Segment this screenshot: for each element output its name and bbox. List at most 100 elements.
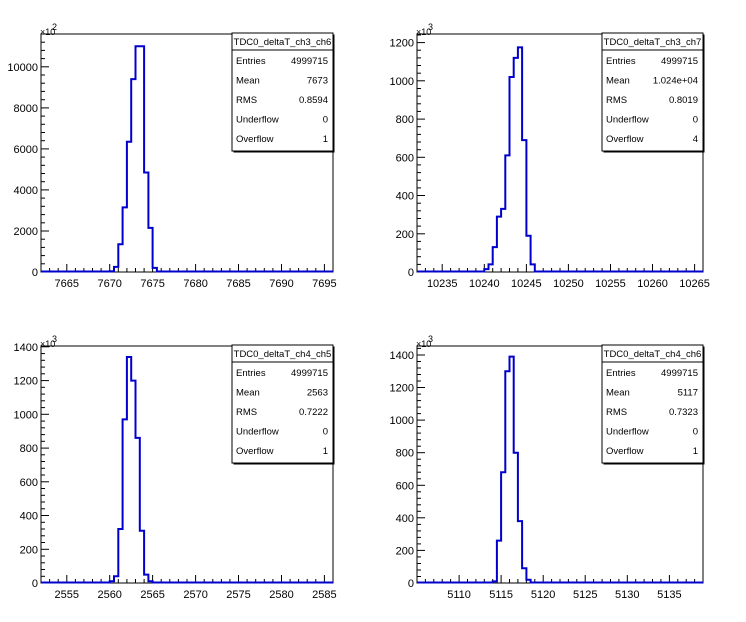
histogram-line bbox=[41, 356, 333, 584]
y-tick-label: 800 bbox=[396, 114, 414, 126]
y-tick-label: 1000 bbox=[390, 76, 414, 88]
stats-label: Underflow bbox=[606, 427, 649, 438]
y-axis-multiplier-exponent: 3 bbox=[428, 334, 433, 344]
stats-value: 1.024e+04 bbox=[653, 76, 698, 87]
y-tick-label: 800 bbox=[396, 448, 414, 460]
stats-box bbox=[601, 344, 704, 464]
x-tick-label: 5115 bbox=[489, 589, 513, 601]
stats-label: Underflow bbox=[606, 115, 649, 126]
stats-label: Overflow bbox=[236, 446, 274, 457]
histogram-panel-3: 2555 2560 2565 2570 2575 2580 2585 0 200 400 600 80… bbox=[14, 334, 337, 601]
y-axis-multiplier-exponent: 3 bbox=[52, 334, 57, 344]
y-tick-label: 1000 bbox=[14, 409, 38, 421]
histogram-panel-4: 5110 5115 5120 5125 5130 51350200400600800100… bbox=[390, 334, 705, 601]
y-tick-label: 200 bbox=[396, 229, 414, 241]
y-axis-multiplier: ×10 bbox=[416, 27, 431, 37]
stats-label: Entries bbox=[606, 56, 636, 67]
stats-label: RMS bbox=[236, 407, 257, 418]
x-tick-label: 7680 bbox=[183, 278, 207, 290]
y-tick-label: 600 bbox=[20, 477, 38, 489]
y-tick-label: 8000 bbox=[14, 103, 38, 115]
x-tick-label: 7695 bbox=[312, 278, 336, 290]
stats-label: Overflow bbox=[236, 134, 274, 145]
y-tick-label: 1000 bbox=[390, 415, 414, 427]
stats-value: 7673 bbox=[307, 76, 328, 87]
stats-label: Mean bbox=[236, 76, 260, 87]
stats-label: Mean bbox=[606, 76, 630, 87]
stats-label: RMS bbox=[606, 407, 627, 418]
y-tick-label: 200 bbox=[20, 544, 38, 556]
x-tick-label: 10265 bbox=[679, 278, 710, 290]
x-tick-label: 2560 bbox=[97, 589, 121, 601]
stats-value: 0.7323 bbox=[669, 407, 698, 418]
x-tick-label: 2565 bbox=[140, 589, 164, 601]
x-tick-label: 5130 bbox=[615, 589, 639, 601]
y-tick-label: 400 bbox=[396, 513, 414, 525]
y-axis-multiplier-exponent: 3 bbox=[428, 22, 433, 32]
x-tick-label: 10245 bbox=[511, 278, 542, 290]
stats-title: TDC0_deltaT_ch4_ch6 bbox=[604, 349, 702, 360]
stats-label: Mean bbox=[606, 388, 630, 399]
stats-label: Underflow bbox=[236, 427, 279, 438]
stats-value: 1 bbox=[323, 134, 328, 145]
x-tick-label: 5125 bbox=[573, 589, 597, 601]
stats-value: 0.7222 bbox=[299, 407, 328, 418]
stats-title: TDC0_deltaT_ch3_ch6 bbox=[234, 37, 332, 48]
stats-label: Overflow bbox=[606, 446, 644, 457]
x-tick-label: 2555 bbox=[55, 589, 79, 601]
y-tick-label: 10000 bbox=[7, 62, 38, 74]
y-tick-label: 1200 bbox=[390, 38, 414, 50]
x-tick-label: 7675 bbox=[140, 278, 164, 290]
histogram-panel-2: 10235 10240 10245 10250 10255 10260 10265 0 200 4… bbox=[390, 22, 710, 290]
stats-title: TDC0_deltaT_ch4_ch5 bbox=[234, 349, 332, 360]
y-tick-label: 600 bbox=[396, 152, 414, 164]
stats-value: 0.8019 bbox=[669, 95, 698, 106]
stats-value: 4999715 bbox=[291, 368, 328, 379]
x-tick-label: 7685 bbox=[226, 278, 250, 290]
stats-label: Mean bbox=[236, 388, 260, 399]
stats-title: TDC0_deltaT_ch3_ch7 bbox=[604, 37, 702, 48]
x-tick-label: 10240 bbox=[469, 278, 500, 290]
stats-value: 0 bbox=[693, 427, 698, 438]
y-tick-label: 800 bbox=[20, 443, 38, 455]
stats-value: 4999715 bbox=[661, 368, 698, 379]
stats-value: 4 bbox=[693, 134, 698, 145]
x-tick-label: 2575 bbox=[226, 589, 250, 601]
stats-value: 0 bbox=[323, 115, 328, 126]
stats-label: RMS bbox=[606, 95, 627, 106]
x-tick-label: 2580 bbox=[269, 589, 293, 601]
stats-label: Entries bbox=[606, 368, 636, 379]
x-tick-label: 7690 bbox=[269, 278, 293, 290]
histogram-line bbox=[417, 355, 703, 584]
x-tick-label: 10250 bbox=[553, 278, 584, 290]
y-tick-label: 0 bbox=[408, 578, 414, 590]
x-tick-label: 7670 bbox=[97, 278, 121, 290]
x-tick-label: 2570 bbox=[183, 589, 207, 601]
x-tick-label: 5120 bbox=[531, 589, 555, 601]
stats-label: RMS bbox=[236, 95, 257, 106]
y-tick-label: 6000 bbox=[14, 144, 38, 156]
stats-value: 4999715 bbox=[661, 56, 698, 67]
stats-value: 1 bbox=[323, 446, 328, 457]
stats-label: Underflow bbox=[236, 115, 279, 126]
y-axis-multiplier: ×10 bbox=[40, 339, 55, 349]
stats-box bbox=[231, 344, 334, 464]
y-tick-label: 0 bbox=[408, 267, 414, 279]
y-axis-multiplier: ×10 bbox=[416, 339, 431, 349]
x-tick-label: 7665 bbox=[55, 278, 79, 290]
stats-value: 1 bbox=[693, 446, 698, 457]
x-tick-label: 2585 bbox=[312, 589, 336, 601]
x-tick-label: 5135 bbox=[657, 589, 681, 601]
y-tick-label: 1200 bbox=[14, 376, 38, 388]
histogram-line bbox=[41, 45, 333, 273]
x-tick-label: 10235 bbox=[427, 278, 458, 290]
y-axis-multiplier-exponent: 2 bbox=[52, 22, 57, 32]
stats-value: 0 bbox=[693, 115, 698, 126]
stats-value: 2563 bbox=[307, 388, 328, 399]
y-tick-label: 2000 bbox=[14, 226, 38, 238]
histogram-panel-1: 7665 7670 7675 7680 7685 7690 7695 0 2000 4000 600… bbox=[7, 22, 336, 290]
stats-value: 5117 bbox=[678, 388, 698, 399]
y-tick-label: 1400 bbox=[14, 342, 38, 354]
y-tick-label: 1200 bbox=[390, 383, 414, 395]
